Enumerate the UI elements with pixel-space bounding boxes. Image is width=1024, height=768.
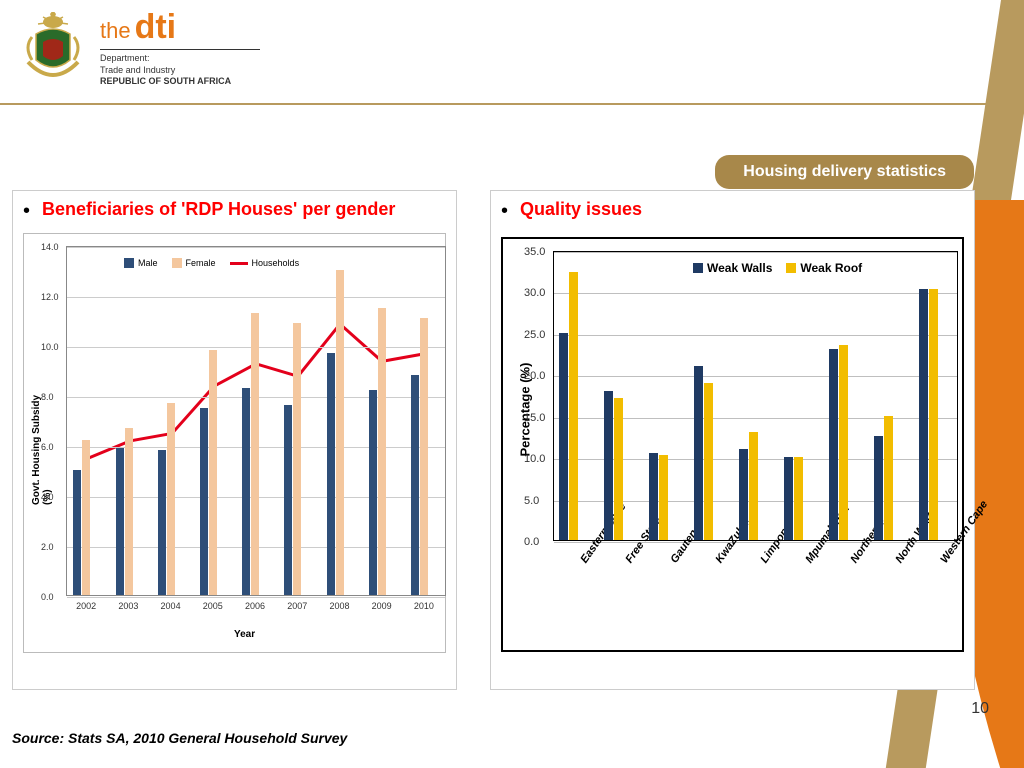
panel-quality: Quality issues Percentage (%) 0.05.010.0…: [490, 190, 975, 690]
chart2-bar-roof: [659, 455, 668, 540]
chart1-bar-female: [420, 318, 428, 596]
chart1-container: Govt. Housing Subsidy (%) 0.02.04.06.08.…: [23, 233, 446, 653]
chart2-bar-roof: [929, 289, 938, 540]
chart2-bar-roof: [614, 398, 623, 541]
brand-the: the: [100, 18, 131, 43]
legend-female: Female: [186, 258, 216, 268]
chart1-xlabel: Year: [234, 629, 255, 640]
chart2-bar-roof: [884, 416, 893, 540]
coat-of-arms-icon: [18, 12, 88, 92]
chart2-legend: Weak Walls Weak Roof: [693, 261, 862, 275]
header: thedti Department: Trade and Industry RE…: [0, 0, 1024, 105]
chart2-bar-walls: [829, 349, 838, 540]
chart1-bar-male: [200, 408, 208, 596]
chart2-ylabel: Percentage (%): [518, 337, 533, 457]
chart1-bar-male: [73, 470, 81, 595]
chart1-bar-male: [158, 450, 166, 595]
chart2-bar-roof: [569, 272, 578, 540]
chart2-bar-walls: [559, 333, 568, 540]
chart1-bar-male: [284, 405, 292, 595]
chart2-bar-roof: [704, 383, 713, 540]
department-text: Department: Trade and Industry REPUBLIC …: [100, 53, 260, 88]
chart2-bar-roof: [839, 345, 848, 540]
dept-line1: Department:: [100, 53, 260, 65]
chart1-bar-male: [369, 390, 377, 595]
chart1-plot: 0.02.04.06.08.010.012.014.02002200320042…: [66, 246, 446, 596]
panel-beneficiaries: Beneficiaries of 'RDP Houses' per gender…: [12, 190, 457, 690]
chart1-bar-female: [209, 350, 217, 595]
brand-underline: [100, 49, 260, 50]
chart1-bar-female: [167, 403, 175, 596]
chart1-bar-female: [336, 270, 344, 595]
chart1-bar-male: [411, 375, 419, 595]
chart2-plot: 0.05.010.015.020.025.030.035.0Eastern Ca…: [553, 251, 958, 541]
legend-walls: Weak Walls: [707, 261, 772, 275]
chart2-bar-walls: [694, 366, 703, 540]
chart2-container: Percentage (%) 0.05.010.015.020.025.030.…: [501, 237, 964, 652]
chart2-bar-walls: [604, 391, 613, 540]
chart1-bar-male: [242, 388, 250, 596]
page-number: 10: [971, 700, 989, 718]
chart2-bar-walls: [874, 436, 883, 540]
chart2-bar-walls: [919, 289, 928, 540]
chart2-bar-walls: [784, 457, 793, 540]
chart1-bar-female: [125, 428, 133, 596]
chart2-title: Quality issues: [520, 199, 642, 220]
chart1-title: Beneficiaries of 'RDP Houses' per gender: [42, 199, 395, 220]
chart1-bar-male: [327, 353, 335, 596]
chart2-bar-roof: [749, 432, 758, 540]
legend-households: Households: [252, 258, 300, 268]
chart2-bar-roof: [794, 457, 803, 540]
chart1-bar-female: [293, 323, 301, 596]
brand-block: thedti Department: Trade and Industry RE…: [100, 8, 260, 88]
legend-male: Male: [138, 258, 158, 268]
chart1-legend: Male Female Households: [124, 258, 299, 268]
dept-line2: Trade and Industry: [100, 65, 260, 77]
source-text: Source: Stats SA, 2010 General Household…: [12, 730, 347, 746]
chart1-bar-female: [251, 313, 259, 596]
chart1-bar-male: [116, 448, 124, 596]
legend-roof: Weak Roof: [800, 261, 862, 275]
chart2-bar-walls: [739, 449, 748, 540]
brand-dti: dti: [135, 8, 177, 46]
chart2-bar-walls: [649, 453, 658, 540]
section-tab: Housing delivery statistics: [715, 155, 974, 189]
chart1-bar-female: [378, 308, 386, 596]
chart1-bar-female: [82, 440, 90, 595]
dept-line3: REPUBLIC OF SOUTH AFRICA: [100, 76, 260, 88]
